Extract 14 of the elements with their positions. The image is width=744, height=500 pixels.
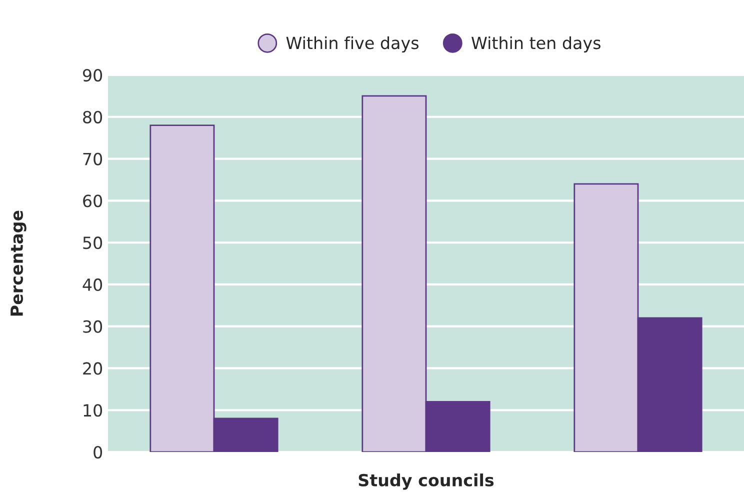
legend-label: Within ten days (472, 36, 600, 52)
x-axis-title: Study councils (358, 474, 494, 490)
y-tick-label: 30 (83, 320, 102, 333)
y-tick-label: 70 (83, 152, 102, 166)
y-tick-label: 10 (84, 404, 102, 417)
y-tick-label: 0 (94, 446, 102, 459)
y-axis-title: Percentage (10, 210, 26, 316)
y-tick-label: 60 (83, 194, 102, 208)
y-tick-label: 40 (82, 278, 102, 292)
legend-label: Within five days (286, 36, 418, 52)
y-tick-label: 20 (83, 362, 102, 375)
y-tick-label: 80 (83, 110, 102, 124)
y-tick-label: 50 (83, 236, 102, 250)
y-tick-label: 90 (82, 68, 102, 82)
